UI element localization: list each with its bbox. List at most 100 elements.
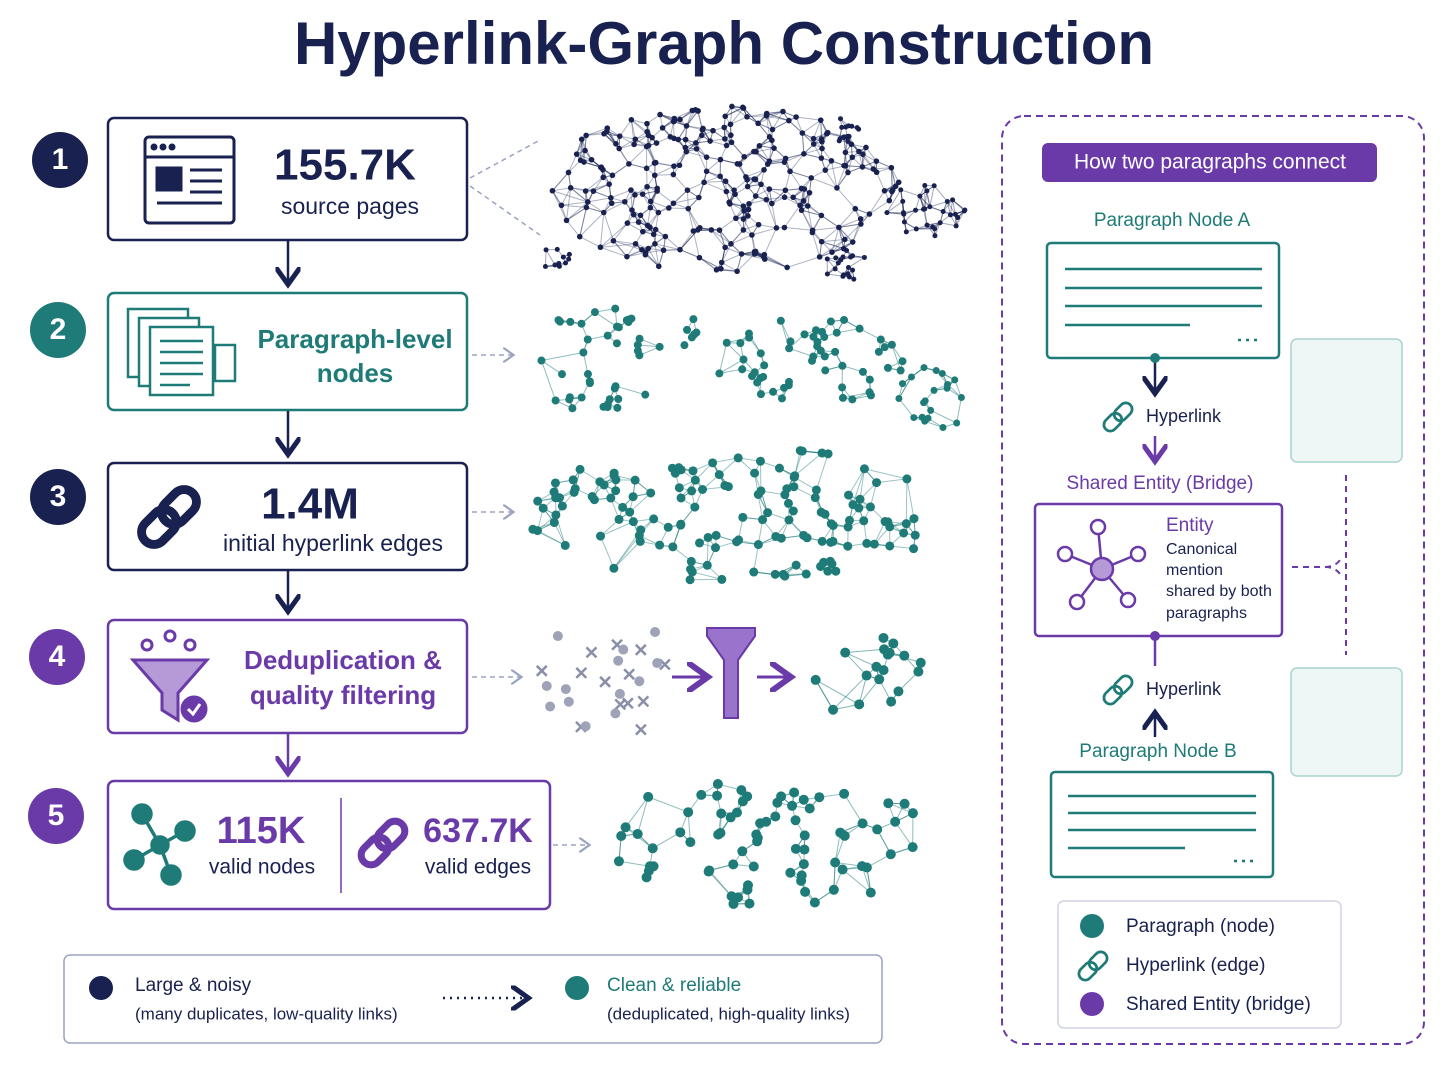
network-node — [896, 179, 902, 185]
network-node — [962, 207, 967, 212]
network-node — [738, 365, 746, 373]
network — [550, 104, 902, 274]
network-node — [829, 521, 838, 530]
network-node — [644, 184, 650, 190]
network-edge — [720, 218, 736, 230]
network-node — [902, 519, 911, 528]
network-node — [760, 361, 768, 369]
network-node — [683, 137, 689, 143]
network-node — [749, 862, 759, 872]
network-node — [722, 245, 728, 251]
network-node — [791, 844, 801, 854]
network-node — [772, 798, 782, 808]
network-node — [831, 348, 839, 356]
network-node — [744, 899, 754, 909]
network-node — [675, 483, 684, 492]
stat-value: 115K — [217, 810, 306, 852]
network-node — [723, 339, 731, 347]
network-node — [938, 220, 943, 225]
network — [537, 305, 663, 413]
network-node — [653, 160, 659, 166]
network-node — [836, 261, 841, 266]
network-node — [634, 341, 642, 349]
network-edge — [629, 147, 647, 164]
network — [528, 446, 919, 584]
network-node — [741, 154, 747, 160]
entity-description: paragraphs — [1166, 605, 1247, 622]
network-node — [552, 396, 560, 404]
noise-mark — [600, 677, 610, 687]
network-node — [811, 675, 821, 685]
key-label: Hyperlink (edge) — [1126, 955, 1265, 976]
network-node — [737, 161, 743, 167]
network-node — [932, 183, 937, 188]
noise-dot — [542, 681, 552, 691]
network-node — [860, 464, 869, 473]
network-edge — [600, 213, 603, 248]
network-node — [885, 522, 894, 531]
network-node — [799, 795, 809, 805]
network-node — [829, 249, 835, 255]
network-node — [920, 399, 927, 406]
network-node — [862, 539, 871, 548]
network-node — [738, 513, 747, 522]
network-node — [645, 246, 651, 252]
network — [715, 316, 906, 403]
network-node — [740, 105, 746, 111]
step-number: 2 — [50, 313, 67, 346]
network-node — [614, 856, 624, 866]
network-node — [819, 139, 825, 145]
panel-title: How two paragraphs connect — [1074, 151, 1346, 174]
network-node — [633, 241, 639, 247]
network-node — [601, 210, 607, 216]
network-node — [551, 478, 560, 487]
network-edge — [796, 117, 821, 120]
legend-note: (deduplicated, high-quality links) — [607, 1004, 850, 1023]
network-node — [654, 140, 660, 146]
network-node — [686, 565, 695, 574]
network-edge — [957, 397, 962, 423]
network-node — [697, 255, 703, 261]
network-node — [875, 348, 883, 356]
network-node — [834, 185, 840, 191]
network-edge — [845, 649, 884, 652]
network-node — [711, 543, 720, 552]
network-node — [743, 174, 749, 180]
network-node — [644, 121, 650, 127]
paragraph-box — [1051, 772, 1273, 877]
step-label: Deduplication & — [244, 645, 442, 675]
network-node — [574, 151, 580, 157]
network-node — [810, 227, 816, 233]
network-node — [818, 328, 826, 336]
step-number: 3 — [50, 480, 67, 513]
network-node — [728, 241, 734, 247]
network-node — [805, 203, 811, 209]
network-node — [782, 225, 788, 231]
network-node — [552, 263, 557, 268]
network-node — [600, 167, 606, 173]
network-node — [784, 499, 793, 508]
network-node — [871, 166, 877, 172]
network-node — [692, 329, 700, 337]
network-node — [858, 221, 864, 227]
legend-note: (many duplicates, low-quality links) — [135, 1004, 398, 1023]
network-edge — [567, 220, 580, 236]
network-node — [817, 254, 823, 260]
network-node — [629, 117, 635, 123]
network-node — [633, 829, 643, 839]
network-node — [840, 274, 845, 279]
network-node — [829, 885, 839, 895]
network-node — [764, 197, 770, 203]
network-node — [751, 830, 761, 840]
network-node — [825, 256, 830, 261]
network-node — [867, 211, 873, 217]
network-node — [636, 525, 645, 534]
network-edge — [837, 188, 855, 209]
network-node — [888, 341, 896, 349]
network-node — [751, 176, 757, 182]
network-node — [710, 128, 716, 134]
title: Hyperlink-Graph Construction — [294, 10, 1154, 77]
network-edge — [614, 541, 640, 568]
network-node — [584, 370, 592, 378]
network-node — [913, 667, 923, 677]
